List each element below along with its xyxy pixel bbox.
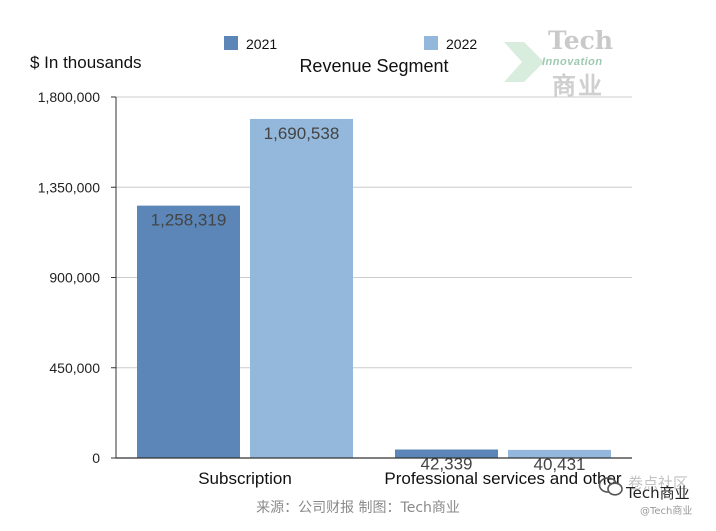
x-tick-label: Professional services and other (384, 469, 622, 488)
data-label: 40,431 (534, 455, 586, 474)
chart-title: Revenue Segment (299, 56, 448, 76)
y-tick-label: 900,000 (49, 270, 100, 286)
legend: 2021 2022 (224, 36, 477, 52)
watermark-logo: Tech Innovation 商业 (500, 26, 630, 100)
source-note: 来源：公司财报 制图：Tech商业 (256, 500, 460, 516)
data-label: 42,339 (421, 455, 473, 474)
wechat-ghost-text: 卷点社区 (628, 474, 689, 492)
bar-2021 (137, 205, 240, 458)
wechat-icon (598, 477, 623, 496)
y-tick-label: 450,000 (49, 360, 100, 376)
x-tick-label: Subscription (198, 469, 292, 488)
y-tick-label: 0 (92, 450, 100, 466)
legend-swatch (424, 36, 438, 50)
watermark-brand: Tech (548, 26, 614, 55)
watermark-cn: 商业 (552, 72, 604, 100)
legend-label: 2022 (446, 36, 477, 52)
data-label: 1,258,319 (151, 211, 227, 230)
wechat-handle: @Tech商业 (640, 506, 693, 517)
wechat-account-name: Tech商业 (626, 484, 690, 502)
bar-2022 (250, 118, 353, 458)
bar-2022 (508, 449, 611, 458)
watermark-arrow-icon (504, 42, 544, 82)
y-tick-label: 1,350,000 (38, 179, 100, 195)
legend-swatch (224, 36, 238, 50)
watermark-subtitle: Innovation (542, 56, 603, 68)
bar-2021 (395, 449, 498, 458)
y-tick-label: 1,800,000 (38, 89, 100, 105)
axes: 0 450,000 900,000 1,350,000 1,800,000 Subscri… (38, 89, 632, 488)
bars: 1,258,319 1,690,538 42,339 40,431 (137, 118, 611, 474)
data-label: 1,690,538 (264, 124, 340, 143)
legend-label: 2021 (246, 36, 277, 52)
y-axis-label: $ In thousands (30, 53, 142, 72)
